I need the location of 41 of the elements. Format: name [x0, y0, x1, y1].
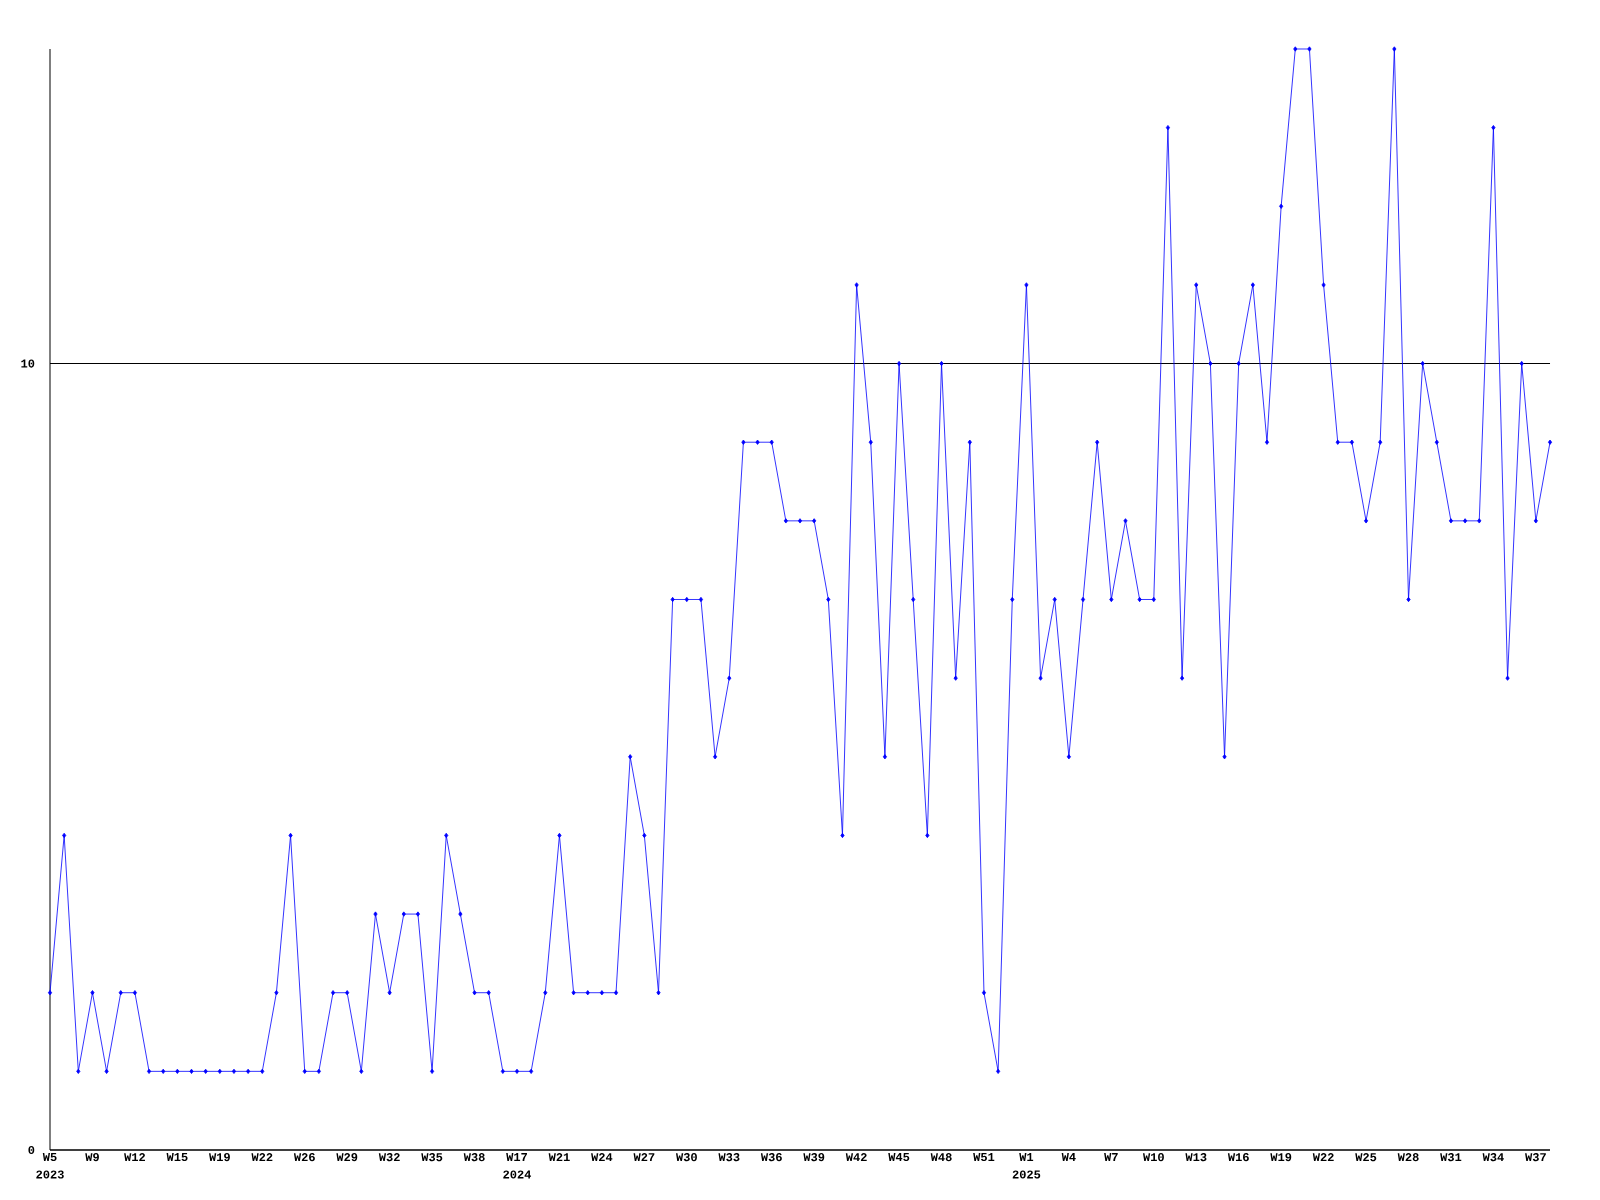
x-tick-label: W16 — [1227, 1153, 1249, 1162]
x-tick-label: W13 — [1185, 1153, 1207, 1162]
x-tick-label: W4 — [1061, 1153, 1076, 1161]
x-tick-label: W9 — [85, 1153, 99, 1162]
x-tick-label: W7 — [1104, 1153, 1118, 1161]
y-tick-label: 0 — [28, 1145, 35, 1155]
x-tick-label: W27 — [633, 1153, 655, 1162]
text: 2024 — [503, 1170, 532, 1179]
x-tick-label: W25 — [1355, 1153, 1377, 1162]
x-tick-label: W12 — [124, 1153, 145, 1162]
x-tick-label: W22 — [1312, 1153, 1334, 1162]
x-tick-label: W10 — [1142, 1153, 1164, 1162]
x-tick-label: W37 — [1525, 1153, 1546, 1162]
y-tick-label: 10 — [21, 359, 35, 368]
x-tick-label: W21 — [548, 1153, 570, 1162]
x-tick-label: W34 — [1482, 1153, 1504, 1162]
x-tick-label: W19 — [1270, 1153, 1292, 1162]
x-tick-label: W30 — [676, 1153, 697, 1162]
x-tick-label: W26 — [293, 1153, 315, 1162]
x-tick-label: W17 — [506, 1153, 527, 1161]
x-tick-label: W33 — [718, 1153, 740, 1162]
x-tick-label: W39 — [803, 1153, 825, 1162]
x-tick-label: W5 — [42, 1153, 57, 1162]
x-tick-label: W22 — [251, 1153, 273, 1162]
x-tick-label: W36 — [760, 1153, 782, 1162]
text: 2025 — [1012, 1170, 1041, 1179]
x-tick-label: W1 — [1019, 1153, 1034, 1161]
x-tick-label: W15 — [166, 1153, 188, 1162]
x-tick-label: W35 — [421, 1153, 443, 1162]
x-tick-label: W31 — [1440, 1153, 1462, 1162]
x-tick-label: W42 — [845, 1153, 867, 1162]
x-tick-label: W29 — [336, 1153, 358, 1162]
x-tick-label: W48 — [930, 1153, 952, 1162]
x-tick-label: W38 — [463, 1153, 485, 1162]
text: 2023 — [36, 1170, 64, 1179]
x-tick-label: W51 — [973, 1153, 995, 1162]
x-tick-label: W28 — [1397, 1153, 1419, 1162]
x-tick-label: W32 — [378, 1153, 400, 1162]
x-tick-label: W24 — [591, 1153, 613, 1162]
x-tick-label: W45 — [888, 1153, 910, 1162]
x-tick-label: W19 — [209, 1153, 230, 1162]
